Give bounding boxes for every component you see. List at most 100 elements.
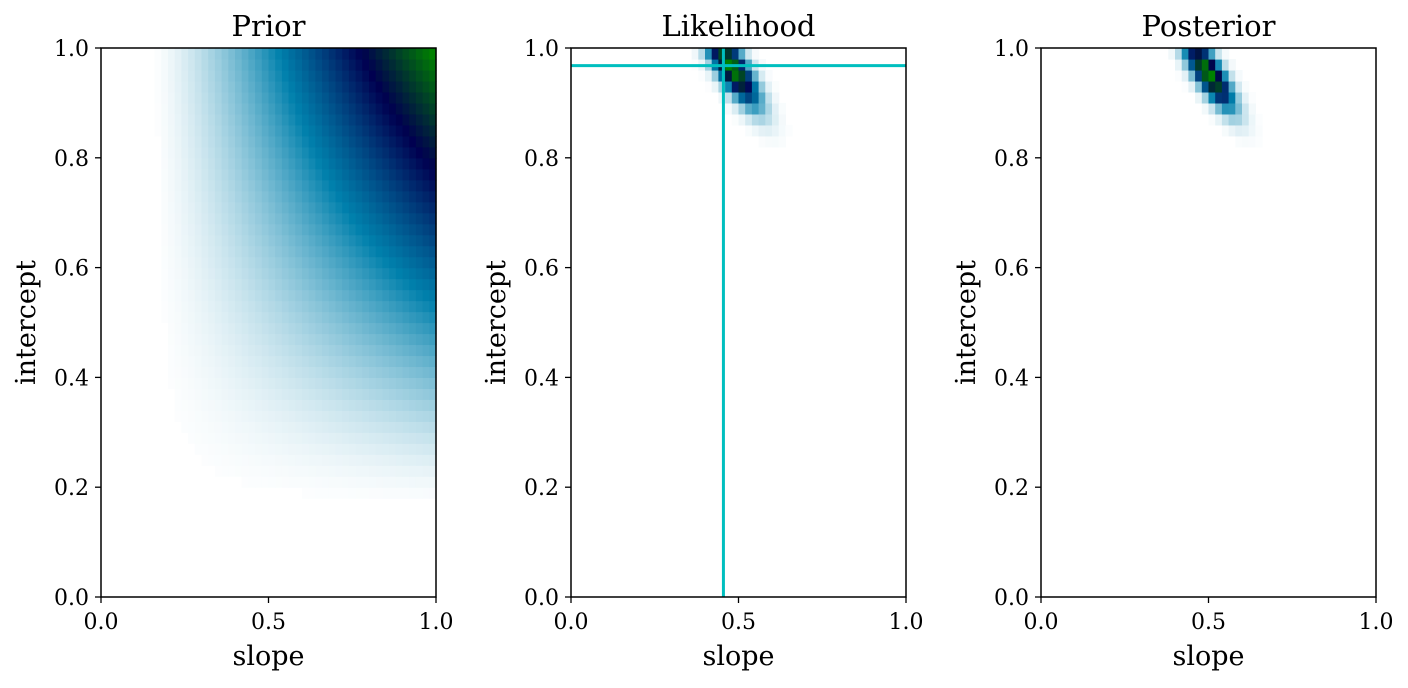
heatmap-cell [375, 377, 383, 389]
heatmap-cell [348, 465, 357, 477]
heatmap-cell [415, 212, 424, 225]
heatmap-cell [201, 289, 209, 302]
heatmap-cell [315, 487, 323, 499]
heatmap-cell [711, 80, 719, 93]
y-axis-label: intercept [951, 260, 982, 385]
heatmap-cell [315, 289, 323, 302]
heatmap-cell [168, 289, 176, 302]
heatmap-cell [402, 300, 410, 313]
heatmap-cell [382, 487, 390, 499]
heatmap-cell [402, 113, 410, 126]
heatmap-cell [261, 223, 270, 236]
heatmap-cell [382, 366, 390, 378]
heatmap-cell [422, 344, 430, 357]
heatmap-cell [322, 300, 330, 313]
heatmap-cell [382, 333, 390, 346]
heatmap-cell [214, 421, 223, 433]
heatmap-cell [335, 168, 343, 181]
heatmap-cell [389, 245, 397, 258]
heatmap-cell [168, 190, 176, 203]
heatmap-cell [228, 366, 236, 378]
heatmap-cell [328, 300, 337, 313]
heatmap-cell [1215, 69, 1223, 82]
heatmap-cell [295, 146, 303, 159]
heatmap-cell [335, 410, 343, 422]
heatmap-cell [362, 487, 370, 499]
heatmap-cell [355, 465, 363, 477]
heatmap-cell [288, 410, 296, 422]
heatmap-cell [261, 135, 270, 148]
heatmap-cell [188, 399, 196, 411]
heatmap-cell [745, 91, 753, 104]
heatmap-cell [228, 421, 236, 433]
heatmap-cell [181, 234, 189, 247]
heatmap-cell [1195, 80, 1203, 93]
heatmap-cell [214, 267, 223, 280]
heatmap-cell [342, 432, 350, 444]
heatmap-cell [302, 48, 310, 60]
heatmap-cell [328, 278, 337, 291]
heatmap-cell [738, 80, 746, 93]
heatmap-cell [241, 201, 249, 214]
heatmap-cell [268, 432, 276, 444]
heatmap-cell [765, 69, 773, 82]
panel-likelihood: 0.0 0.5 1.00.00.20.40.60.81.0Likelihoodslo… [481, 9, 924, 672]
heatmap-cell [1248, 124, 1256, 137]
heatmap-cell [395, 135, 404, 148]
heatmap-cell [255, 212, 263, 225]
heatmap-cell [308, 146, 316, 159]
heatmap-cell [369, 289, 377, 302]
heatmap-cell [335, 267, 343, 280]
y-axis-label: intercept [481, 260, 512, 385]
heatmap-cell [772, 113, 780, 126]
heatmap-cell [228, 190, 236, 203]
heatmap-cell [402, 58, 410, 71]
heatmap-cell [422, 58, 430, 71]
chart-title: Prior [232, 9, 306, 43]
heatmap-cell [328, 443, 337, 455]
heatmap-cell [302, 234, 310, 247]
heatmap-cell [181, 157, 189, 170]
heatmap-cell [208, 58, 216, 71]
heatmap-cell [261, 454, 270, 466]
x-axis-label: slope [232, 641, 304, 672]
heatmap-cell [221, 366, 229, 378]
heatmap-cell [382, 212, 390, 225]
heatmap-cell [348, 333, 357, 346]
heatmap-cell [275, 377, 283, 389]
heatmap-cell [369, 366, 377, 378]
heatmap-cell [328, 168, 337, 181]
heatmap-cell [241, 179, 249, 192]
heatmap-cell [214, 245, 223, 258]
heatmap-cell [382, 465, 390, 477]
heatmap-cell [181, 289, 189, 302]
heatmap-cell [429, 421, 437, 433]
heatmap-cell [322, 146, 330, 159]
heatmap-cell [221, 256, 229, 269]
heatmap-cell [422, 157, 430, 170]
heatmap-cell [355, 322, 363, 335]
heatmap-cell [261, 124, 270, 137]
heatmap-cell [369, 212, 377, 225]
heatmap-cell [409, 80, 417, 93]
heatmap-cell [1181, 58, 1189, 71]
heatmap-cell [255, 113, 263, 126]
heatmap-cell [228, 201, 236, 214]
heatmap-cell [208, 212, 216, 225]
heatmap-cell [194, 234, 203, 247]
heatmap-cell [208, 300, 216, 313]
heatmap-cell [1228, 69, 1236, 82]
heatmap-cell [1248, 113, 1256, 126]
heatmap-cell [161, 289, 169, 302]
heatmap-cell [281, 113, 290, 126]
heatmap-cell [355, 333, 363, 346]
heatmap-cell [235, 113, 243, 126]
heatmap-cell [208, 146, 216, 159]
heatmap-cell [362, 377, 370, 389]
heatmap-cell [241, 124, 249, 137]
heatmap-cell [181, 366, 189, 378]
heatmap-cell [362, 245, 370, 258]
heatmap-cell [168, 234, 176, 247]
heatmap-cell [429, 48, 437, 60]
